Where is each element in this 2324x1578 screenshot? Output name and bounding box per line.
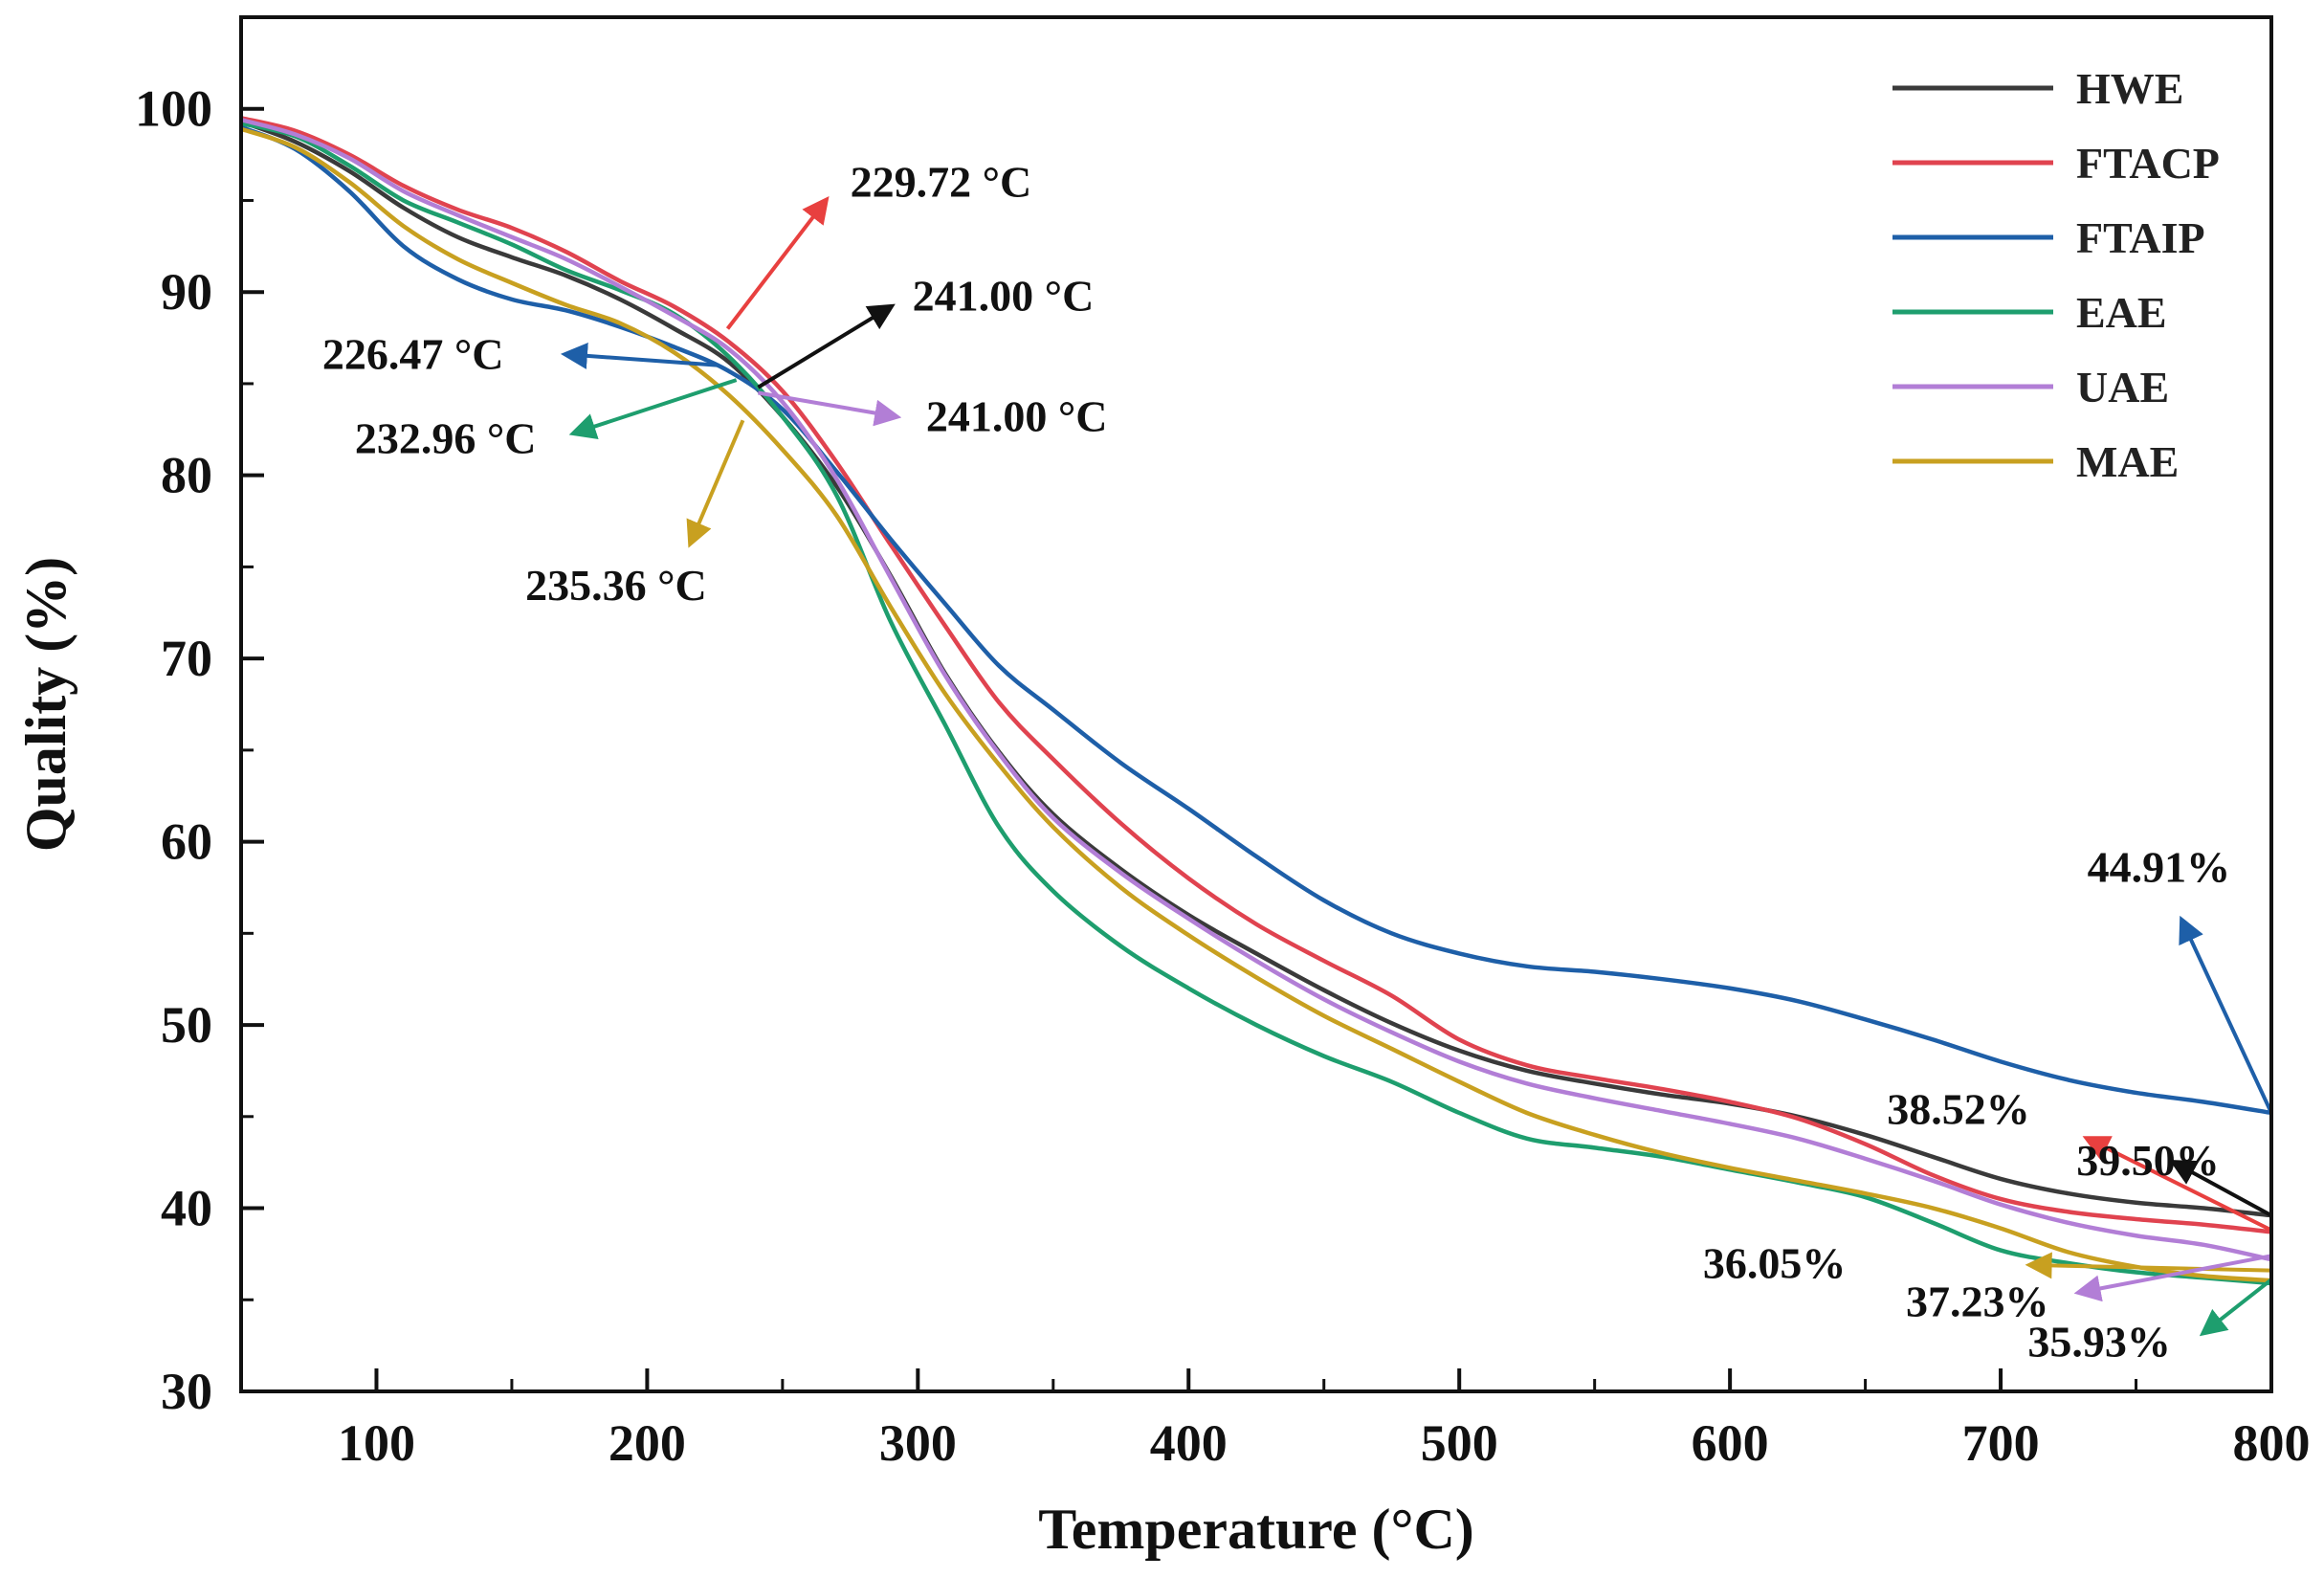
annotation-label: 37.23% [1906, 1277, 2049, 1325]
x-tick-label: 600 [1692, 1414, 1769, 1472]
x-tick-label: 800 [2233, 1414, 2311, 1472]
annotation-label: 226.47 °C [322, 330, 504, 379]
series-line-uae [240, 118, 2272, 1262]
annotation-label: 38.52% [1887, 1084, 2030, 1133]
annotation-arrow [758, 390, 902, 427]
annotation-label: 232.96 °C [355, 414, 537, 463]
x-axis-title: Temperature (°C) [1038, 1498, 1474, 1561]
legend-label: MAE [2076, 437, 2179, 486]
axis-ticks: 100 200 300 400 500 600 700 800 30 40 50 60 70 80 90 10… [135, 15, 2311, 1472]
series-line-hwe [240, 120, 2272, 1218]
legend-label: FTACP [2076, 139, 2220, 188]
annotation-arrow [725, 196, 830, 330]
y-tick-label: 30 [161, 1363, 212, 1420]
annotation-arrow [2199, 1278, 2273, 1337]
series-line-ftaip [240, 124, 2272, 1116]
y-tick-label: 70 [161, 630, 212, 687]
x-tick-label: 200 [609, 1414, 686, 1472]
legend-label: EAE [2076, 288, 2167, 337]
plot-frame [239, 15, 2273, 1393]
x-tick-label: 500 [1421, 1414, 1498, 1472]
legend: HWE FTACP FTAIP EAE UAE MAE [1892, 64, 2220, 486]
y-tick-label: 40 [161, 1180, 212, 1237]
annotation-label: 35.93% [2027, 1318, 2171, 1367]
annotation-arrow [757, 303, 896, 389]
series-line-mae [240, 126, 2272, 1283]
annotation-arrow [2169, 1159, 2272, 1217]
legend-label: FTAIP [2076, 213, 2205, 262]
annotation-arrow [2179, 915, 2273, 1114]
y-axis-title: Quality (%) [14, 557, 77, 852]
annotation-arrow [568, 378, 738, 439]
x-tick-label: 400 [1150, 1414, 1228, 1472]
series-line-ftacp [240, 116, 2272, 1234]
series-line-eae [240, 121, 2272, 1286]
annotation-label: 241.00 °C [926, 392, 1108, 441]
y-tick-label: 80 [161, 447, 212, 504]
annotation-label: 44.91% [2088, 843, 2231, 892]
annotation-label: 241.00 °C [913, 271, 1095, 320]
y-tick-label: 60 [161, 813, 212, 871]
annotation-label: 36.05% [1703, 1238, 1847, 1287]
annotation-arrow [2025, 1252, 2272, 1279]
annotation-arrow [560, 342, 719, 369]
legend-label: HWE [2076, 64, 2183, 113]
x-tick-label: 300 [879, 1414, 957, 1472]
y-tick-label: 100 [135, 80, 212, 138]
annotation-arrow [2073, 1254, 2272, 1302]
annotation-label: 235.36 °C [525, 561, 707, 610]
x-tick-label: 100 [338, 1414, 415, 1472]
annotation-arrow [686, 419, 745, 548]
annotation-layer: 229.72 °C 241.00 °C 226.47 °C 241.00 °C 232.… [322, 158, 2273, 1367]
series-layer [240, 116, 2272, 1286]
y-tick-label: 50 [161, 996, 212, 1054]
x-tick-label: 700 [1962, 1414, 2040, 1472]
annotation-label: 39.50% [2076, 1136, 2220, 1185]
annotation-label: 229.72 °C [851, 158, 1032, 207]
y-tick-label: 90 [161, 263, 212, 321]
legend-label: UAE [2076, 363, 2169, 411]
